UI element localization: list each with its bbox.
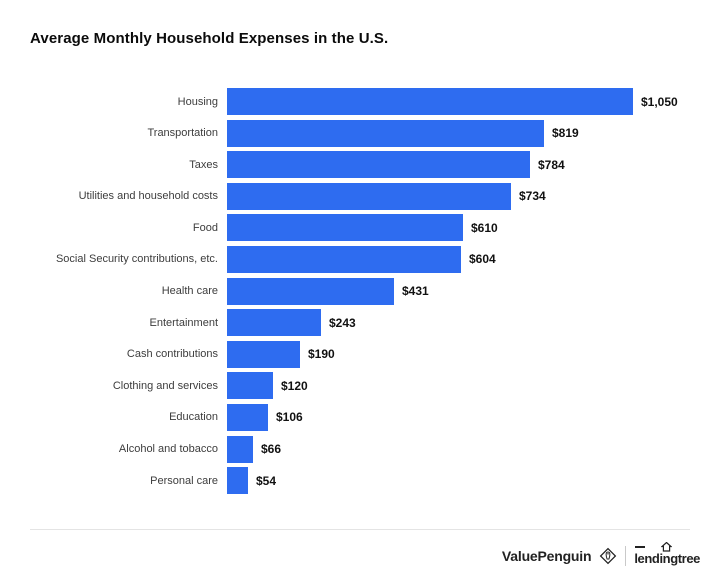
penguin-diamond-icon xyxy=(600,547,617,565)
bar-area: $243 xyxy=(227,309,690,337)
bar xyxy=(227,245,461,273)
value-label: $106 xyxy=(276,410,303,425)
chart-row: Transportation $819 xyxy=(30,119,690,147)
bar xyxy=(227,340,300,368)
brand-separator xyxy=(625,546,627,566)
bar-area: $734 xyxy=(227,182,690,210)
chart-row: Entertainment $243 xyxy=(30,309,690,337)
chart-row: Alcohol and tobacco $66 xyxy=(30,435,690,463)
bar xyxy=(227,119,544,147)
bar-area: $1,050 xyxy=(227,88,690,115)
value-label: $190 xyxy=(308,347,335,362)
footer-divider xyxy=(30,529,690,530)
value-label: $784 xyxy=(538,157,565,172)
value-label: $819 xyxy=(552,126,579,141)
category-label: Clothing and services xyxy=(112,379,218,392)
bar xyxy=(227,182,511,210)
category-label: Taxes xyxy=(189,158,218,171)
value-label: $66 xyxy=(261,442,282,457)
category-label: Entertainment xyxy=(149,316,218,329)
bar-area: $54 xyxy=(227,467,690,495)
category-label: Housing xyxy=(177,95,218,108)
bar xyxy=(227,151,530,179)
chart-row: Personal care $54 xyxy=(30,467,690,495)
bar-area: $190 xyxy=(227,340,690,368)
chart-row: Social Security contributions, etc. $604 xyxy=(30,245,690,273)
value-label: $120 xyxy=(281,378,308,393)
bar-area: $431 xyxy=(227,277,690,305)
chart-row: Clothing and services $120 xyxy=(30,372,690,400)
bar xyxy=(227,309,321,337)
chart-title: Average Monthly Household Expenses in th… xyxy=(30,30,389,47)
bar-area: $66 xyxy=(227,435,690,463)
by-mark xyxy=(635,546,646,548)
lendingtree-logo-text: lendingtree xyxy=(634,551,700,566)
bar-area: $819 xyxy=(227,119,690,147)
house-icon xyxy=(661,542,673,552)
bar xyxy=(227,435,253,463)
chart-row: Housing $1,050 xyxy=(30,88,690,115)
chart-row: Cash contributions $190 xyxy=(30,340,690,368)
chart-row: Utilities and household costs $734 xyxy=(30,182,690,210)
category-label: Personal care xyxy=(150,474,218,487)
value-label: $604 xyxy=(469,252,496,267)
category-label: Cash contributions xyxy=(126,348,218,361)
bar xyxy=(227,277,394,305)
chart-row: Food $610 xyxy=(30,214,690,242)
bar-area: $784 xyxy=(227,151,690,179)
bar-area: $120 xyxy=(227,372,690,400)
category-label: Education xyxy=(169,411,218,424)
value-label: $243 xyxy=(329,315,356,330)
bar-area: $610 xyxy=(227,214,690,242)
bar xyxy=(227,88,633,115)
chart-row: Education $106 xyxy=(30,403,690,431)
category-label: Health care xyxy=(161,285,218,298)
value-label: $734 xyxy=(519,189,546,204)
bar xyxy=(227,372,273,400)
category-label: Food xyxy=(192,221,218,234)
footer-brand: ValuePenguin lendingtree xyxy=(501,542,700,568)
lendingtree-logo: lendingtree xyxy=(634,542,700,568)
chart-row: Taxes $784 xyxy=(30,151,690,179)
value-label: $431 xyxy=(402,284,429,299)
bar-chart: Housing $1,050 Transportation $819 Taxes $784… xyxy=(30,88,690,499)
category-label: Social Security contributions, etc. xyxy=(55,253,218,266)
value-label: $610 xyxy=(471,220,498,235)
bar-area: $604 xyxy=(227,245,690,273)
bar xyxy=(227,403,268,431)
bar xyxy=(227,214,463,242)
value-label: $1,050 xyxy=(641,94,678,109)
bar-area: $106 xyxy=(227,403,690,431)
category-label: Alcohol and tobacco xyxy=(118,443,218,456)
bar xyxy=(227,467,248,495)
value-label: $54 xyxy=(256,473,277,488)
valuepenguin-logo-text: ValuePenguin xyxy=(501,548,592,564)
category-label: Utilities and household costs xyxy=(78,190,218,203)
chart-row: Health care $431 xyxy=(30,277,690,305)
category-label: Transportation xyxy=(147,127,218,140)
